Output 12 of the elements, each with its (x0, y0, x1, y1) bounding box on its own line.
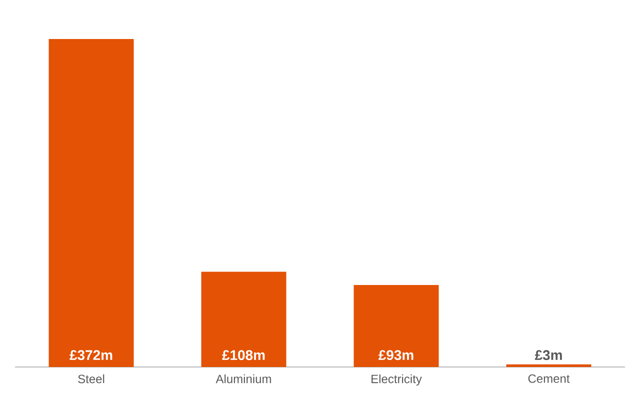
data-label: £372m (70, 350, 112, 360)
data-label: £93m (378, 350, 414, 360)
x-tick-label: Electricity (372, 374, 422, 386)
x-tick-label: Steel (78, 374, 104, 384)
data-label: £3m (534, 350, 562, 360)
x-tick-label: Cement (528, 374, 570, 383)
x-tick-label: Aluminium (216, 374, 271, 384)
bar (354, 285, 439, 367)
bar (201, 272, 286, 367)
bar (506, 364, 592, 367)
bar (48, 39, 134, 367)
data-label: £108m (222, 350, 265, 360)
